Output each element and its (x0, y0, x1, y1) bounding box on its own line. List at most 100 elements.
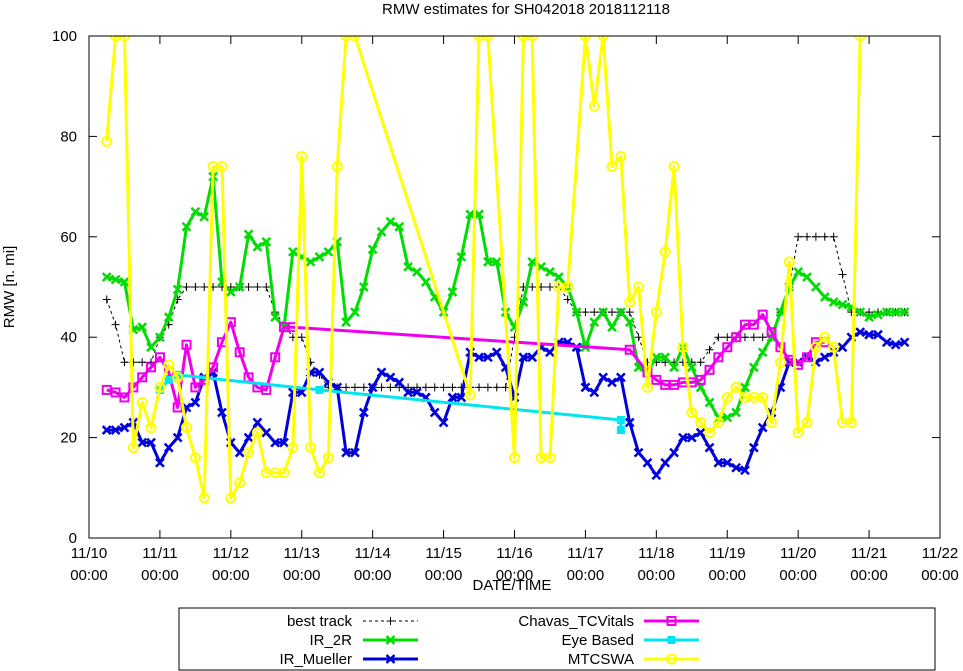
data-point (659, 246, 671, 258)
data-point (376, 226, 387, 237)
data-point (243, 447, 255, 459)
data-point (430, 383, 439, 392)
data-point (217, 407, 227, 418)
data-point (181, 339, 192, 350)
data-point (553, 272, 564, 282)
data-point (182, 283, 191, 291)
data-point (172, 432, 183, 443)
data-point (722, 412, 733, 423)
data-point (234, 282, 245, 292)
data-point (650, 306, 662, 318)
data-point (722, 342, 733, 353)
axis-ticks: 0 20 40 60 80 100 11/10 00:00 11/11 00:00 11/12 00:… (52, 28, 959, 584)
data-point (261, 384, 272, 395)
legend-entry: Chavas_TCVitals (518, 613, 699, 630)
data-point (172, 284, 183, 295)
x-tick-label: 11/18 (638, 545, 674, 562)
data-point (783, 256, 795, 268)
data-point (253, 283, 262, 291)
data-point (297, 333, 306, 342)
data-point (234, 447, 245, 458)
data-point (651, 470, 662, 481)
data-point (164, 375, 173, 384)
data-point (483, 257, 493, 267)
data-point (270, 352, 281, 363)
data-point (403, 387, 414, 398)
data-point (695, 417, 707, 429)
data-point (438, 417, 449, 428)
data-point (119, 422, 130, 433)
data-point (714, 333, 723, 342)
data-point (704, 364, 715, 375)
data-point (873, 329, 883, 340)
data-point (163, 312, 174, 323)
data-point (119, 392, 130, 403)
data-point (819, 292, 830, 302)
data-point (695, 374, 706, 385)
data-point (412, 387, 422, 398)
legend-swatch-marker (385, 635, 396, 645)
data-point (855, 307, 866, 317)
series-layer (101, 36, 910, 504)
data-point (704, 397, 715, 408)
data-point (350, 307, 360, 317)
data-point (757, 309, 768, 320)
data-point (865, 308, 874, 317)
data-point (731, 332, 742, 343)
data-point (721, 391, 733, 403)
legend-swatch-marker (385, 654, 396, 664)
x-tick-sublabel: 00:00 (638, 567, 676, 584)
legend-label: IR_2R (309, 632, 352, 649)
data-point (811, 282, 821, 292)
data-point (305, 257, 316, 267)
data-point (137, 437, 148, 448)
legend-label: MTCSWA (568, 651, 634, 668)
data-point (748, 442, 759, 453)
data-point (358, 407, 369, 418)
data-point (633, 447, 644, 458)
data-point (483, 352, 493, 363)
legend: best track IR_2R IR_Mueller Chavas_TCVitals… (178, 607, 936, 671)
data-point (723, 333, 732, 342)
data-point (313, 467, 325, 479)
data-point (385, 216, 396, 227)
data-point (190, 382, 201, 393)
data-point (189, 452, 201, 464)
data-point (829, 232, 838, 241)
data-point (634, 333, 643, 342)
data-point (651, 374, 662, 385)
data-point (314, 251, 325, 262)
data-point (526, 36, 538, 42)
data-point (545, 283, 554, 291)
data-point (899, 337, 910, 348)
data-point (766, 327, 777, 338)
data-point (243, 432, 254, 443)
data-point (686, 362, 697, 373)
legend-box (178, 607, 936, 671)
data-point (580, 382, 591, 393)
data-point (589, 387, 600, 398)
data-point (190, 206, 201, 217)
data-point (730, 381, 742, 393)
data-point (199, 211, 210, 222)
data-point (517, 36, 529, 42)
data-point (527, 352, 538, 363)
x-tick-sublabel: 00:00 (779, 567, 817, 584)
data-point (624, 317, 635, 328)
data-point (181, 422, 193, 434)
data-point (403, 262, 414, 272)
data-point (757, 391, 769, 403)
data-point (447, 287, 458, 297)
x-tick-sublabel: 00:00 (354, 567, 392, 584)
data-point (819, 352, 830, 363)
data-point (749, 333, 758, 342)
data-point (483, 383, 492, 392)
data-point (581, 308, 590, 317)
data-point (110, 387, 121, 398)
y-tick-label: 80 (60, 128, 77, 145)
data-point (518, 352, 529, 363)
data-point (793, 267, 804, 277)
data-point (474, 209, 484, 220)
data-point (740, 382, 750, 393)
data-point (447, 392, 458, 403)
